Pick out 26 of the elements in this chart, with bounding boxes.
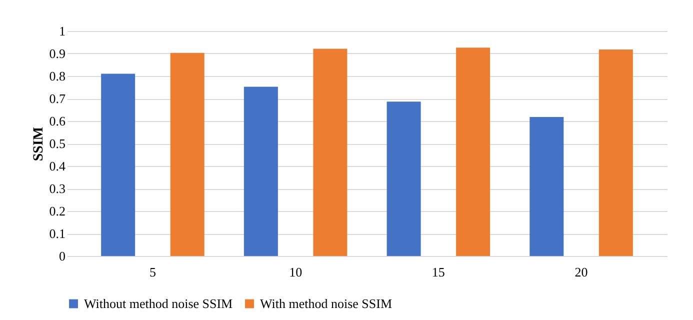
bar bbox=[386, 102, 421, 256]
y-tick-label: 0.3 bbox=[49, 181, 66, 196]
y-tick-label: 0 bbox=[59, 248, 66, 264]
x-tick-label: 20 bbox=[574, 264, 588, 280]
x-tick-label: 15 bbox=[432, 264, 445, 280]
bar bbox=[456, 48, 490, 256]
bar bbox=[598, 49, 633, 256]
y-tick-label: 0.5 bbox=[49, 136, 66, 151]
bar bbox=[244, 86, 278, 256]
y-axis-title: SSIM bbox=[31, 126, 46, 162]
y-tick-label: 0.7 bbox=[49, 91, 66, 106]
y-tick-label: 0.6 bbox=[49, 114, 66, 128]
bar bbox=[101, 74, 136, 256]
y-tick-label: 0.8 bbox=[49, 68, 66, 84]
y-tick-label: 0.9 bbox=[49, 46, 66, 61]
bar bbox=[170, 52, 204, 256]
legend-label: With method noise SSIM bbox=[260, 296, 392, 311]
y-tick-label: 1 bbox=[59, 24, 66, 38]
bar bbox=[530, 116, 564, 256]
x-tick-label: 5 bbox=[149, 264, 156, 280]
x-tick-label: 10 bbox=[289, 264, 302, 280]
y-tick-label: 0.2 bbox=[49, 204, 66, 218]
y-tick-label: 0.1 bbox=[49, 226, 66, 241]
y-tick-label: 0.4 bbox=[49, 158, 66, 174]
legend-label: Without method noise SSIM bbox=[84, 296, 234, 311]
bar bbox=[313, 48, 348, 256]
